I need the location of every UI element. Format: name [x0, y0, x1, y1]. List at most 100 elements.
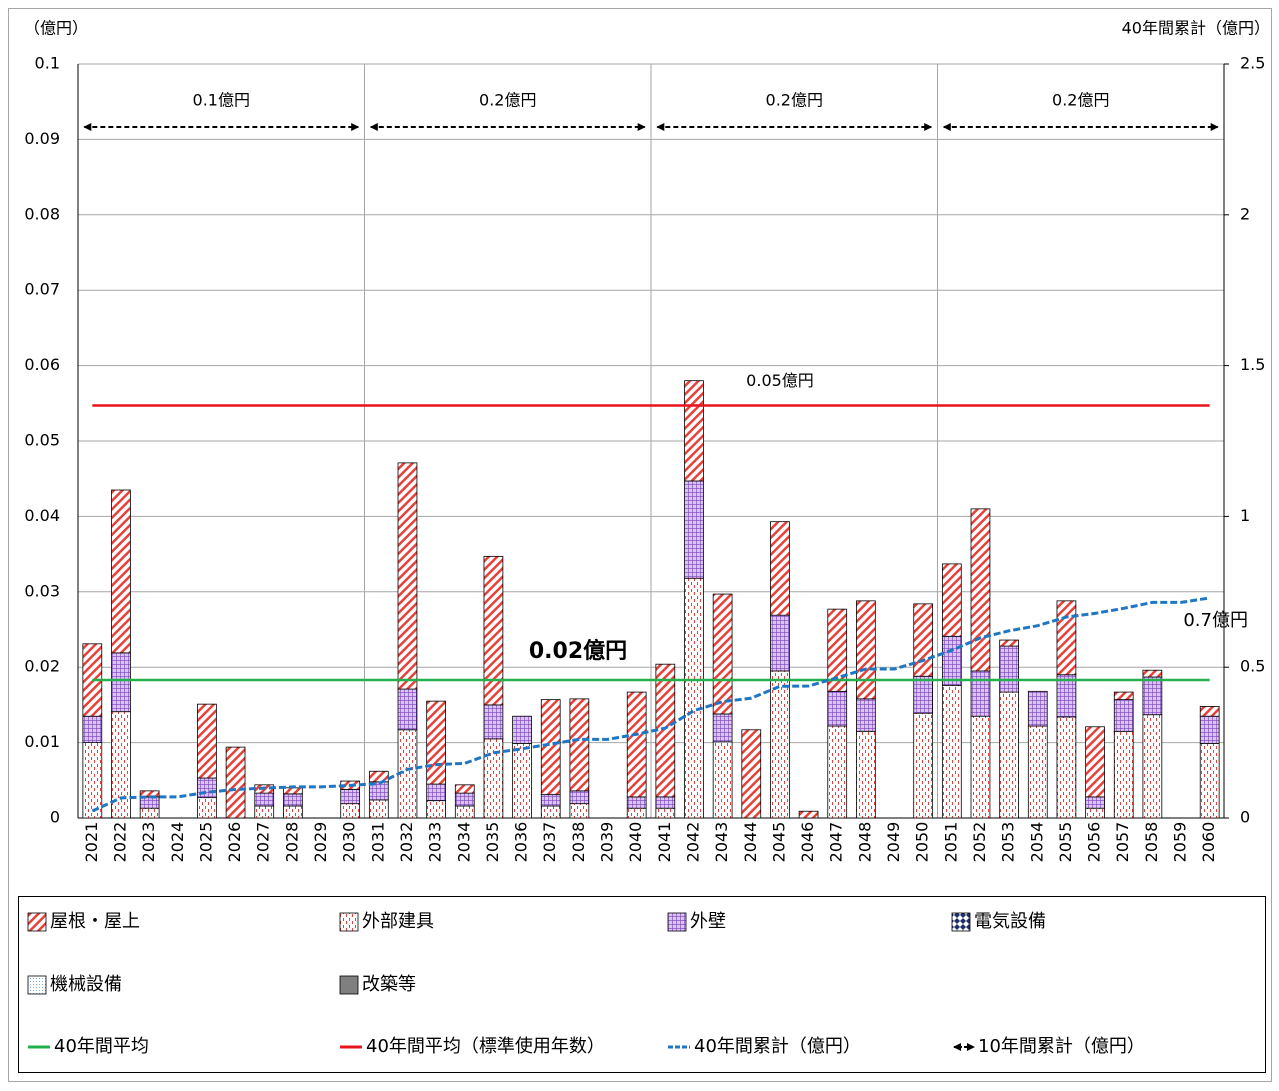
bar-segment — [626, 796, 647, 809]
bar-segment — [941, 684, 962, 819]
bar-segment — [770, 614, 790, 672]
x-tick-label: 2025 — [196, 822, 215, 863]
x-tick-label: 2043 — [712, 822, 731, 863]
bar-segment — [111, 489, 131, 654]
ten-year-label: 0.2億円 — [479, 91, 536, 110]
x-tick-label: 2030 — [340, 822, 359, 863]
x-tick-label: 2034 — [454, 822, 473, 863]
bar-segment — [999, 645, 1019, 693]
bar-segment — [1199, 742, 1220, 819]
legend-swatch — [27, 975, 47, 995]
x-tick-label: 2054 — [1027, 822, 1046, 863]
cumulative-line — [91, 596, 1210, 813]
bar-segment — [770, 670, 790, 819]
bar-segment — [197, 703, 217, 779]
bar-segment — [254, 805, 275, 819]
x-tick-label: 2038 — [569, 822, 588, 863]
legend-swatch — [951, 912, 971, 932]
ten-year-label: 0.2億円 — [1052, 91, 1109, 110]
y-tick-label: 0.07 — [24, 280, 60, 299]
x-tick-label: 2040 — [626, 822, 645, 863]
x-tick-label: 2046 — [798, 822, 817, 863]
bar-segment — [1056, 716, 1077, 819]
bar-segment — [426, 783, 446, 802]
x-tick-label: 2051 — [941, 822, 960, 863]
bar-segment — [684, 577, 704, 819]
bar-segment — [569, 790, 590, 805]
y-tick-label: 0.1 — [35, 54, 60, 73]
bar-segment — [970, 670, 991, 717]
bar-segment — [139, 807, 160, 819]
bar-segment — [655, 796, 676, 809]
bar-segment — [512, 742, 532, 819]
x-tick-label: 2037 — [540, 822, 559, 863]
bar-segment — [225, 746, 246, 819]
bar-segment — [970, 508, 991, 672]
bar-segment — [283, 793, 303, 807]
x-tick-label: 2041 — [655, 822, 674, 863]
cumulative-label: 0.7億円 — [1183, 610, 1248, 631]
bar-segment — [483, 555, 504, 706]
legend-label: 40年間累計（億円） — [694, 1036, 861, 1057]
x-tick-label: 2022 — [110, 822, 129, 863]
y2-axis-label: 40年間累計（億円） — [1122, 19, 1270, 38]
y-tick-label: 0.04 — [24, 506, 60, 525]
bar-segment — [1113, 699, 1134, 732]
x-tick-label: 2060 — [1199, 822, 1218, 863]
bar-segment — [913, 712, 934, 819]
bar-segment — [426, 700, 446, 785]
x-tick-label: 2036 — [512, 822, 531, 863]
y2-tick-label: 1 — [1240, 506, 1250, 525]
bar-segment — [397, 462, 418, 690]
bar-segment — [139, 796, 160, 809]
legend-label: 10年間累計（億円） — [978, 1036, 1145, 1057]
y2-tick-label: 1.5 — [1240, 355, 1265, 374]
x-tick-label: 2033 — [426, 822, 445, 863]
y2-tick-label: 2 — [1240, 204, 1250, 223]
y2-tick-label: 0.5 — [1240, 657, 1265, 676]
bar-segment — [712, 593, 733, 715]
bar-segment — [569, 803, 590, 819]
legend-swatch — [667, 912, 687, 932]
bar-segment — [655, 663, 676, 798]
legend-label: 機械設備 — [50, 974, 122, 995]
bar-segment — [254, 792, 275, 807]
bar-segment — [856, 600, 876, 700]
y-tick-label: 0.09 — [24, 129, 60, 148]
bar-segment — [340, 803, 361, 819]
bar-segment — [540, 794, 561, 807]
bar-segment — [197, 797, 217, 819]
bar-segment — [655, 807, 676, 819]
bar-segment — [913, 675, 934, 714]
bar-segment — [454, 784, 475, 794]
bar-segment — [340, 788, 361, 805]
x-tick-label: 2052 — [970, 822, 989, 863]
bar-segment — [913, 603, 934, 677]
bar-segment — [684, 380, 704, 482]
bar-segment — [1027, 725, 1048, 819]
ten-year-label: 0.1億円 — [193, 91, 250, 110]
legend-box — [18, 896, 1266, 1073]
bar-segment — [1199, 715, 1220, 744]
standard-average-label: 0.05億円 — [746, 371, 814, 390]
bar-segment — [368, 799, 389, 819]
legend-swatch — [27, 912, 47, 932]
legend-label: 外部建具 — [362, 911, 434, 932]
x-tick-label: 2044 — [741, 822, 760, 863]
bar-segment — [1085, 807, 1105, 819]
bar-segment — [512, 715, 532, 744]
x-tick-label: 2059 — [1171, 822, 1190, 863]
y-tick-label: 0.03 — [24, 581, 60, 600]
x-tick-label: 2057 — [1113, 822, 1132, 863]
y-axis-label: （億円） — [24, 19, 88, 38]
y-tick-label: 0 — [50, 808, 60, 827]
bar-segment — [111, 652, 131, 713]
x-tick-label: 2056 — [1085, 822, 1104, 863]
bar-segment — [483, 704, 504, 740]
bar-segment — [540, 805, 561, 819]
bar-segment — [1113, 691, 1134, 701]
legend-label: 40年間平均（標準使用年数） — [366, 1036, 605, 1057]
bar-segment — [999, 639, 1019, 647]
chart-border — [8, 8, 1272, 1082]
